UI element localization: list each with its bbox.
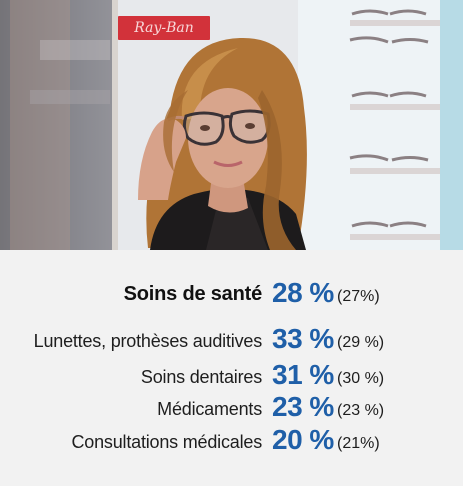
stat-value: 28 %: [272, 277, 334, 308]
stat-previous: (27%): [337, 288, 380, 305]
stat-row: Consultations médicales 20 % (21%): [0, 424, 463, 457]
stat-row: Soins dentaires 31 % (30 %): [0, 359, 463, 392]
stat-label: Soins dentaires: [140, 367, 262, 387]
stat-row: Lunettes, prothèses auditives 33 % (29 %…: [0, 323, 463, 356]
stat-value: 23 %: [272, 391, 334, 422]
eyewear-photo: Ray-Ban: [0, 0, 463, 250]
stat-value: 20 %: [272, 424, 334, 455]
stat-label: Médicaments: [157, 399, 262, 419]
stat-label: Lunettes, prothèses auditives: [33, 331, 263, 351]
stat-label: Consultations médicales: [71, 432, 263, 452]
stat-row: Médicaments 23 % (23 %): [0, 391, 463, 424]
stat-previous: (30 %): [337, 370, 385, 387]
stat-row-main: Soins de santé 28 % (27%): [0, 277, 463, 310]
stat-label: Soins de santé: [123, 283, 263, 305]
stat-previous: (23 %): [337, 402, 385, 419]
stat-value: 33 %: [272, 323, 334, 354]
stat-previous: (21%): [337, 435, 380, 452]
stat-value: 31 %: [272, 359, 334, 390]
store-sign-logo: Ray-Ban: [134, 20, 194, 36]
store-sign: [118, 16, 210, 40]
stat-previous: (29 %): [337, 334, 385, 351]
